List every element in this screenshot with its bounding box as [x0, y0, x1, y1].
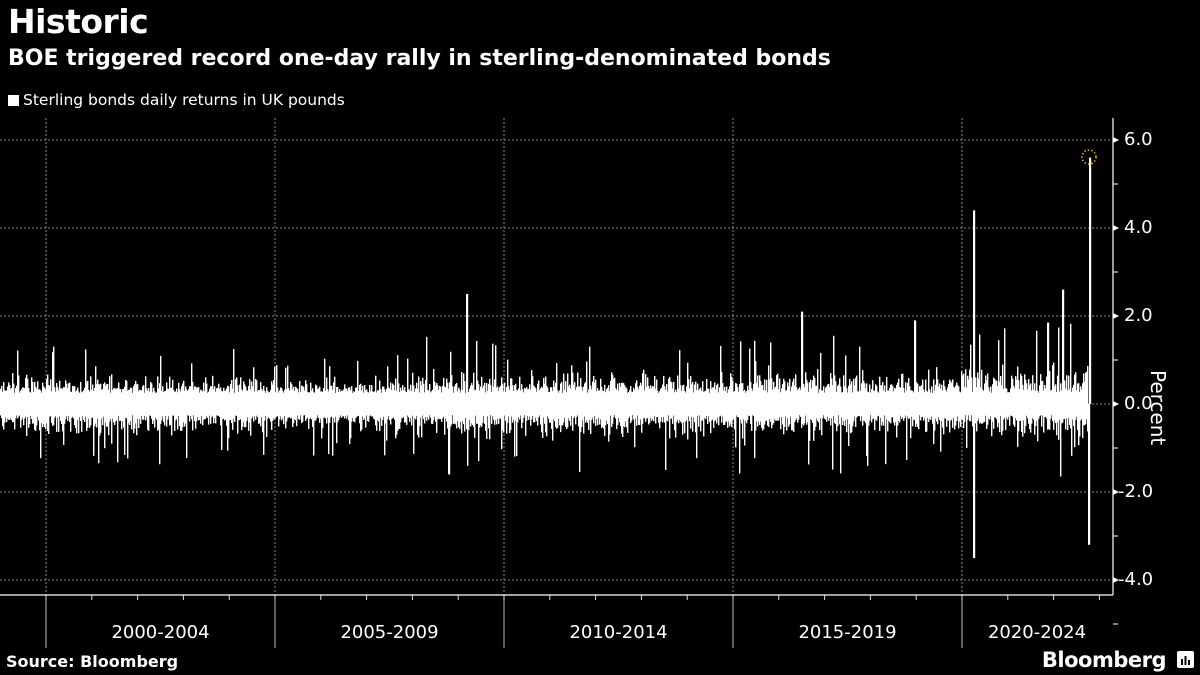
- legend-swatch-icon: [8, 94, 19, 106]
- y-tick-4: 4.0: [1124, 217, 1153, 238]
- axes-lines: [0, 118, 1119, 648]
- x-category-2005-2009: 2005-2009: [340, 622, 439, 643]
- y-tick-neg2: -2.0: [1118, 481, 1154, 502]
- x-category-2015-2019: 2015-2019: [798, 622, 897, 643]
- bloomberg-chart-icon: [1177, 651, 1194, 668]
- y-tick-neg4: -4.0: [1118, 569, 1154, 590]
- legend: Sterling bonds daily returns in UK pound…: [8, 91, 345, 109]
- y-tick-2: 2.0: [1124, 305, 1153, 326]
- x-category-2020-2024: 2020-2024: [987, 622, 1087, 643]
- y-tick-0: 0.0: [1124, 393, 1153, 414]
- highlight-circle-icon: [1081, 149, 1097, 165]
- legend-label: Sterling bonds daily returns in UK pound…: [23, 91, 345, 109]
- y-axis-label: Percent: [1146, 370, 1170, 446]
- gridlines: [0, 118, 1112, 595]
- chart-subtitle: BOE triggered record one-day rally in st…: [8, 46, 831, 71]
- brand-logo: Bloomberg: [1041, 648, 1167, 672]
- source-note: Source: Bloomberg: [6, 652, 179, 671]
- y-tick-6: 6.0: [1124, 129, 1153, 150]
- data-series-bars: [0, 157, 1092, 558]
- x-category-2010-2014: 2010-2014: [569, 622, 668, 643]
- chart-title: Historic: [8, 2, 149, 41]
- x-category-2000-2004: 2000-2004: [111, 622, 210, 643]
